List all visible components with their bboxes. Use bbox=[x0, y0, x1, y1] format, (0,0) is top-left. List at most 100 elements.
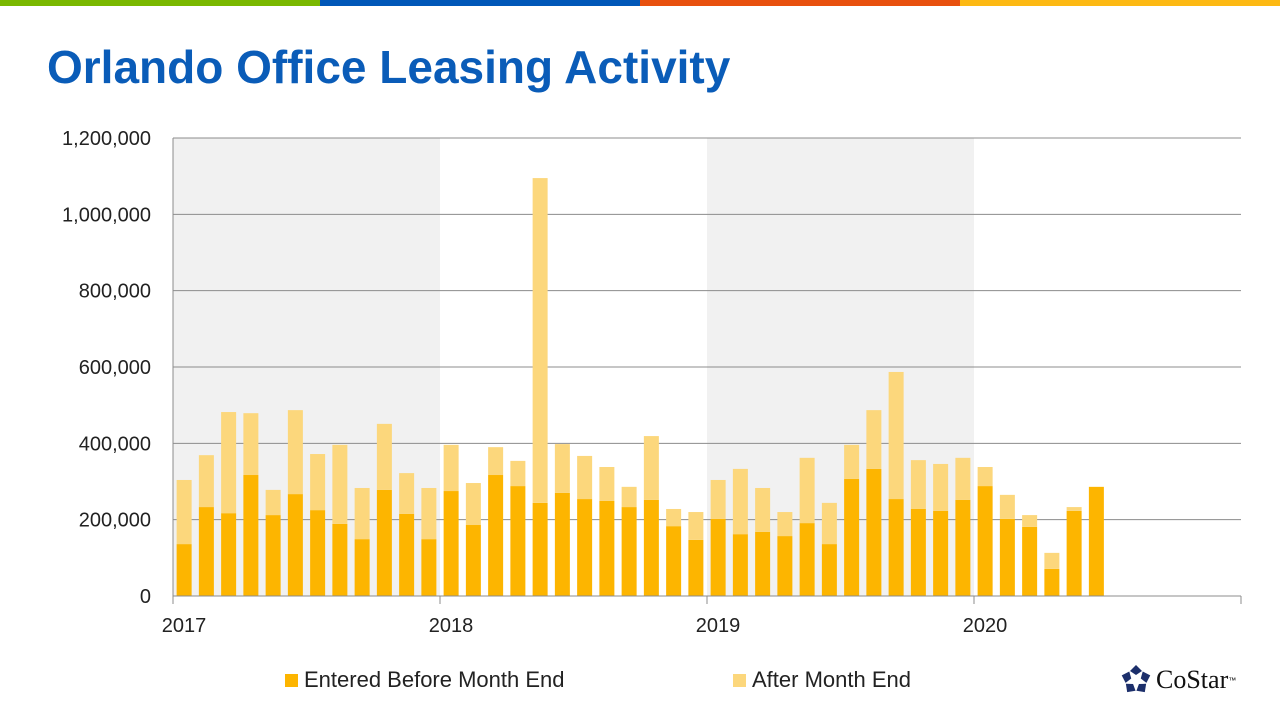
bar-entered-2017-11 bbox=[399, 513, 415, 596]
y-tick-label: 1,000,000 bbox=[62, 204, 151, 226]
bar-entered-2018-01 bbox=[443, 491, 459, 596]
chart-title: Orlando Office Leasing Activity bbox=[47, 41, 731, 93]
logo-wordmark: CoStar bbox=[1156, 665, 1229, 694]
bar-entered-2017-07 bbox=[310, 510, 326, 596]
bar-entered-2017-12 bbox=[421, 539, 437, 596]
bar-after-2019-10 bbox=[910, 460, 926, 509]
bar-after-2019-12 bbox=[955, 457, 971, 500]
bar-after-2019-02 bbox=[732, 468, 748, 535]
bar-entered-2017-02 bbox=[198, 507, 214, 596]
bar-entered-2018-05 bbox=[532, 502, 548, 596]
bar-after-2017-03 bbox=[221, 412, 237, 514]
bar-after-2017-04 bbox=[243, 413, 259, 476]
bar-after-2018-04 bbox=[510, 460, 526, 487]
bar-entered-2020-04 bbox=[1044, 568, 1060, 596]
bar-entered-2018-03 bbox=[488, 475, 504, 596]
bar-entered-2017-10 bbox=[376, 489, 392, 596]
legend-after: After Month End bbox=[733, 667, 911, 693]
bar-entered-2019-07 bbox=[844, 478, 860, 596]
bar-entered-2020-03 bbox=[1022, 526, 1038, 596]
bar-after-2017-05 bbox=[265, 489, 281, 516]
bar-entered-2019-11 bbox=[933, 510, 949, 596]
bar-after-2019-03 bbox=[755, 487, 771, 532]
bar-after-2019-01 bbox=[710, 479, 726, 519]
bar-after-2018-07 bbox=[577, 455, 593, 500]
bar-entered-2019-03 bbox=[755, 531, 771, 596]
bar-after-2020-04 bbox=[1044, 552, 1060, 569]
bar-entered-2020-05 bbox=[1066, 510, 1082, 596]
bar-after-2017-01 bbox=[176, 479, 192, 545]
bar-entered-2019-08 bbox=[866, 468, 882, 596]
bar-entered-2018-12 bbox=[688, 539, 704, 596]
bar-after-2019-06 bbox=[821, 502, 837, 545]
bar-entered-2019-06 bbox=[821, 544, 837, 596]
x-tick-label: 2017 bbox=[162, 615, 207, 637]
y-tick-label: 800,000 bbox=[79, 281, 151, 303]
bar-after-2018-06 bbox=[554, 444, 570, 493]
bar-after-2017-02 bbox=[198, 455, 214, 508]
bar-entered-2017-09 bbox=[354, 539, 370, 596]
bar-entered-2018-04 bbox=[510, 486, 526, 596]
y-tick-label: 1,200,000 bbox=[62, 128, 151, 150]
bar-after-2017-07 bbox=[310, 454, 326, 511]
bar-after-2017-11 bbox=[399, 473, 415, 514]
bar-entered-2017-06 bbox=[287, 494, 303, 596]
bar-entered-2018-02 bbox=[465, 525, 481, 596]
bar-entered-2019-09 bbox=[888, 499, 904, 596]
bar-entered-2019-04 bbox=[777, 536, 793, 596]
bar-after-2018-03 bbox=[488, 447, 504, 476]
top-stripe-blue bbox=[320, 0, 640, 6]
bar-after-2019-07 bbox=[844, 444, 860, 479]
bar-after-2019-08 bbox=[866, 410, 882, 469]
y-tick-label: 200,000 bbox=[79, 510, 151, 532]
top-stripe-orange bbox=[640, 0, 960, 6]
bar-after-2018-05 bbox=[532, 178, 548, 503]
bar-entered-2018-10 bbox=[643, 499, 659, 596]
bar-after-2017-10 bbox=[376, 423, 392, 490]
legend-label-entered: Entered Before Month End bbox=[304, 667, 565, 692]
bar-entered-2017-05 bbox=[265, 515, 281, 596]
bar-entered-2018-08 bbox=[599, 500, 615, 596]
bar-entered-2017-08 bbox=[332, 523, 348, 596]
bar-after-2017-06 bbox=[287, 410, 303, 495]
bar-after-2020-01 bbox=[977, 466, 993, 487]
bar-entered-2020-02 bbox=[999, 518, 1015, 596]
bar-after-2019-09 bbox=[888, 371, 904, 500]
costar-star-icon bbox=[1121, 665, 1151, 693]
legend-swatch-entered bbox=[285, 673, 298, 687]
legend-swatch-after bbox=[733, 673, 746, 687]
bar-entered-2019-01 bbox=[710, 518, 726, 596]
bar-after-2018-09 bbox=[621, 486, 637, 508]
bar-entered-2017-04 bbox=[243, 475, 259, 596]
bar-entered-2018-06 bbox=[554, 492, 570, 596]
bar-entered-2017-03 bbox=[221, 513, 237, 596]
bar-after-2018-10 bbox=[643, 436, 659, 500]
bar-after-2018-11 bbox=[666, 508, 682, 527]
bar-after-2019-11 bbox=[933, 463, 949, 511]
y-tick-label: 600,000 bbox=[79, 357, 151, 379]
bar-entered-2019-05 bbox=[799, 523, 815, 596]
bar-entered-2018-11 bbox=[666, 526, 682, 596]
x-tick-label: 2019 bbox=[696, 615, 741, 637]
bar-entered-2020-01 bbox=[977, 486, 993, 596]
bar-after-2020-03 bbox=[1022, 515, 1038, 527]
bar-after-2017-08 bbox=[332, 444, 348, 524]
legend-entered: Entered Before Month End bbox=[285, 667, 565, 693]
bar-after-2017-09 bbox=[354, 487, 370, 540]
bar-after-2018-08 bbox=[599, 466, 615, 501]
y-tick-label: 0 bbox=[140, 586, 151, 608]
bar-entered-2017-01 bbox=[176, 544, 192, 596]
bar-after-2020-02 bbox=[999, 494, 1015, 519]
bar-after-2017-12 bbox=[421, 487, 437, 540]
bar-after-2019-05 bbox=[799, 457, 815, 524]
bar-entered-2018-09 bbox=[621, 507, 637, 596]
bar-after-2018-12 bbox=[688, 512, 704, 540]
x-tick-label: 2020 bbox=[963, 615, 1008, 637]
top-stripe-green bbox=[0, 0, 320, 6]
bar-after-2018-02 bbox=[465, 483, 481, 526]
bar-entered-2019-12 bbox=[955, 499, 971, 596]
bar-entered-2019-02 bbox=[732, 534, 748, 596]
costar-logo: CoStar ™ bbox=[1120, 664, 1236, 696]
bar-after-2020-05 bbox=[1066, 507, 1082, 511]
